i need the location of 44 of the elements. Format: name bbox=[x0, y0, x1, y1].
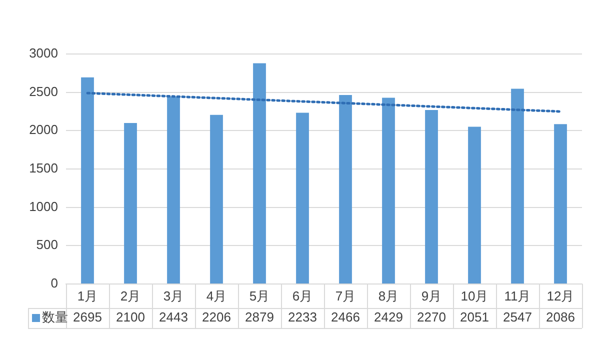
bar bbox=[81, 77, 94, 284]
bar bbox=[425, 110, 438, 284]
bar bbox=[468, 126, 481, 284]
y-tick-label: 500 bbox=[36, 237, 58, 252]
x-tick-label: 4月 bbox=[206, 288, 227, 304]
bar bbox=[253, 63, 266, 284]
x-tick-label: 9月 bbox=[421, 288, 442, 304]
bar bbox=[296, 112, 309, 284]
x-tick-label: 5月 bbox=[249, 288, 270, 304]
x-tick-label: 2月 bbox=[120, 288, 141, 304]
x-tick-label: 11月 bbox=[504, 288, 531, 304]
data-label: 2429 bbox=[374, 310, 403, 325]
bar bbox=[554, 124, 567, 284]
bar bbox=[382, 98, 395, 284]
bar bbox=[124, 123, 137, 284]
data-label: 2443 bbox=[159, 310, 188, 325]
data-label: 2466 bbox=[331, 310, 360, 325]
data-label: 2086 bbox=[546, 310, 575, 325]
bar bbox=[210, 114, 223, 284]
data-label: 2233 bbox=[288, 310, 317, 325]
x-tick-label: 7月 bbox=[335, 288, 356, 304]
x-tick-label: 6月 bbox=[292, 288, 313, 304]
y-tick-label: 1500 bbox=[29, 160, 58, 176]
bar bbox=[339, 94, 352, 284]
y-tick-label: 2000 bbox=[29, 122, 58, 138]
x-tick-label: 12月 bbox=[546, 288, 574, 304]
y-tick-label: 0 bbox=[50, 276, 58, 291]
y-tick-label: 2500 bbox=[29, 84, 58, 99]
y-tick-label: 3000 bbox=[29, 46, 58, 61]
x-tick-label: 8月 bbox=[378, 288, 399, 304]
data-label: 2100 bbox=[116, 310, 145, 325]
data-label: 2879 bbox=[245, 310, 274, 325]
data-label: 2206 bbox=[202, 310, 231, 325]
data-label: 2547 bbox=[503, 310, 532, 325]
legend-label: 数量 bbox=[42, 310, 68, 325]
x-tick-label: 10月 bbox=[460, 288, 488, 304]
x-tick-label: 1月 bbox=[77, 288, 98, 304]
bar bbox=[511, 88, 524, 284]
bar bbox=[167, 96, 180, 284]
y-tick-label: 1000 bbox=[29, 198, 58, 214]
data-label: 2051 bbox=[460, 310, 489, 325]
data-label: 2270 bbox=[417, 310, 446, 325]
x-tick-label: 3月 bbox=[163, 288, 184, 304]
data-label: 2695 bbox=[73, 310, 102, 325]
